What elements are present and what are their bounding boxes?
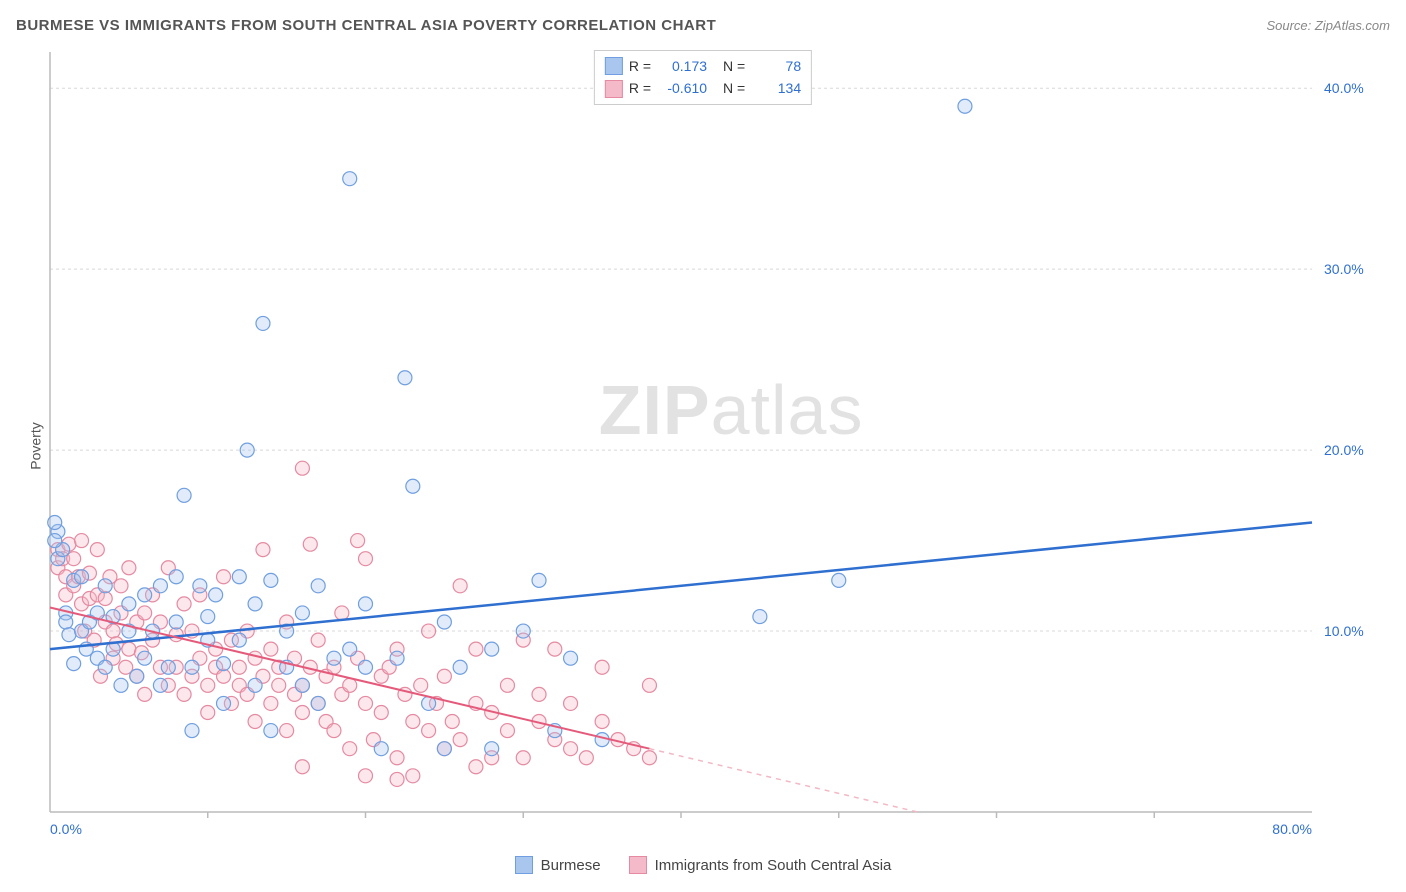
chart-header: BURMESE VS IMMIGRANTS FROM SOUTH CENTRAL… [0, 0, 1406, 40]
stat-r-pink: -0.610 [657, 77, 707, 99]
stat-n-blue: 78 [751, 55, 801, 77]
legend-item-pink: Immigrants from South Central Asia [629, 856, 892, 874]
svg-text:40.0%: 40.0% [1324, 80, 1364, 96]
stat-r-label: R = [629, 55, 651, 77]
stats-legend-box: R = 0.173 N = 78 R = -0.610 N = 134 [594, 50, 812, 105]
stat-n-label: N = [723, 55, 745, 77]
stat-n-label: N = [723, 77, 745, 99]
swatch-pink [629, 856, 647, 874]
source-prefix-text: Source: [1266, 18, 1314, 33]
stat-n-pink: 134 [751, 77, 801, 99]
legend-item-blue: Burmese [515, 856, 601, 874]
source-name-text: ZipAtlas.com [1315, 18, 1390, 33]
swatch-blue [515, 856, 533, 874]
swatch-blue [605, 57, 623, 75]
y-axis-label: Poverty [28, 422, 44, 469]
scatter-plot-svg: 10.0% 20.0% 30.0% 40.0% 0.0% 80.0% [46, 48, 1382, 840]
legend-label-pink: Immigrants from South Central Asia [655, 857, 892, 874]
svg-text:10.0%: 10.0% [1324, 623, 1364, 639]
chart-title: BURMESE VS IMMIGRANTS FROM SOUTH CENTRAL… [16, 17, 716, 34]
svg-text:80.0%: 80.0% [1272, 821, 1312, 837]
plot-area: 10.0% 20.0% 30.0% 40.0% 0.0% 80.0% [46, 48, 1382, 840]
svg-text:0.0%: 0.0% [50, 821, 82, 837]
stat-r-label: R = [629, 77, 651, 99]
svg-text:20.0%: 20.0% [1324, 442, 1364, 458]
bottom-legend: Burmese Immigrants from South Central As… [0, 856, 1406, 874]
svg-text:30.0%: 30.0% [1324, 261, 1364, 277]
legend-label-blue: Burmese [541, 857, 601, 874]
stats-row-pink: R = -0.610 N = 134 [605, 77, 801, 99]
stat-r-blue: 0.173 [657, 55, 707, 77]
swatch-pink [605, 80, 623, 98]
source-attribution: Source: ZipAtlas.com [1266, 18, 1390, 33]
stats-row-blue: R = 0.173 N = 78 [605, 55, 801, 77]
